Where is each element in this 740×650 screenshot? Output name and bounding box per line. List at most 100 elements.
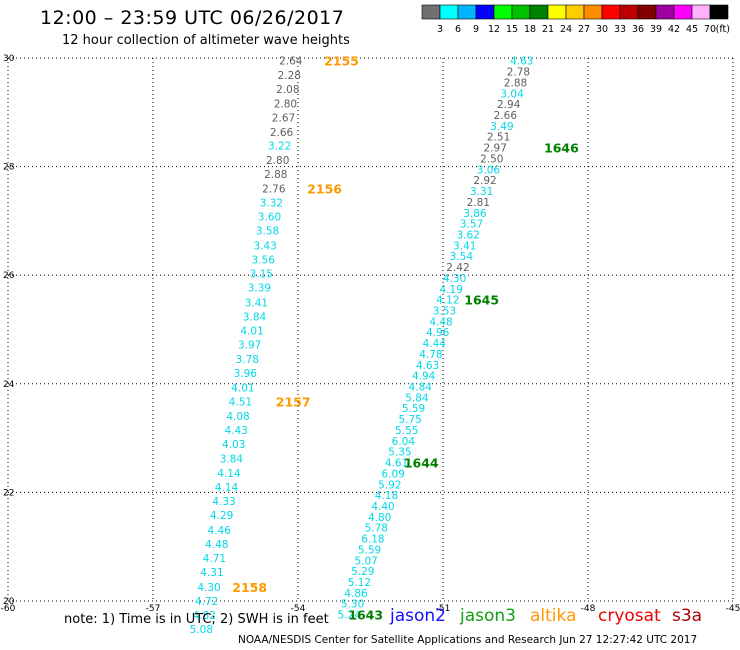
wave-height-label: 4.48 bbox=[429, 316, 452, 328]
wave-height-label: 4.18 bbox=[375, 490, 398, 502]
y-tick-label: 28 bbox=[3, 163, 15, 173]
legend-tick-label: 6 bbox=[455, 24, 461, 35]
wave-height-label: 4.82 bbox=[193, 610, 216, 622]
wave-height-label: 3.54 bbox=[450, 251, 474, 263]
wave-height-label: 4.86 bbox=[344, 588, 368, 600]
wave-height-label: 4.43 bbox=[224, 425, 247, 437]
x-tick-label: -45 bbox=[726, 604, 740, 614]
wave-height-label: 4.84 bbox=[409, 382, 433, 394]
wave-height-label: 6.18 bbox=[361, 534, 384, 546]
wave-height-label: 2.80 bbox=[274, 99, 297, 111]
satellite-name-cryosat: cryosat bbox=[598, 606, 661, 626]
wave-height-label: 3.62 bbox=[456, 229, 479, 241]
wave-height-label: 5.84 bbox=[405, 392, 429, 404]
wave-height-label: 3.06 bbox=[477, 164, 501, 176]
wave-height-label: 3.58 bbox=[256, 226, 279, 238]
wave-height-label: 5.29 bbox=[351, 566, 374, 578]
wave-height-label: 5.92 bbox=[378, 479, 401, 491]
pass-time-label: 1643 bbox=[348, 608, 383, 623]
wave-height-label: 5.08 bbox=[190, 624, 213, 636]
color-legend: 3 6 9 12 15 18 21 24 27 30 33 36 39 42 45 70 (ft) bbox=[421, 4, 730, 35]
y-tick-label: 30 bbox=[3, 54, 15, 64]
wave-height-label: 3.78 bbox=[236, 354, 259, 366]
wave-height-label: 3.15 bbox=[250, 269, 273, 281]
legend-tick-label: 3 bbox=[437, 24, 443, 35]
wave-height-label: 2.51 bbox=[487, 132, 510, 144]
legend-tick-label: 39 bbox=[650, 24, 662, 35]
wave-height-label: 2.88 bbox=[504, 77, 527, 89]
wave-height-label: 2.97 bbox=[484, 143, 507, 155]
wave-height-label: 4.80 bbox=[368, 512, 391, 524]
wave-height-label: 5.78 bbox=[365, 523, 388, 535]
satellite-name-jason2: jason2 bbox=[390, 606, 446, 626]
legend-tick-label: 27 bbox=[578, 24, 590, 35]
map-grid bbox=[7, 57, 734, 602]
wave-height-label: 4.01 bbox=[231, 383, 254, 395]
wave-height-label: 3.22 bbox=[268, 140, 291, 152]
wave-height-label: 4.71 bbox=[203, 553, 226, 565]
footer-credit: NOAA/NESDIS Center for Satellite Applica… bbox=[238, 634, 698, 646]
legend-tick-label: 30 bbox=[596, 24, 608, 35]
wave-height-label: 2.67 bbox=[272, 113, 295, 125]
wave-height-label: 3.04 bbox=[500, 88, 524, 100]
x-tick-label: -60 bbox=[1, 604, 16, 614]
pass-time-label: 1646 bbox=[544, 141, 579, 156]
legend-tick-label: 45 bbox=[686, 24, 698, 35]
y-tick-label: 24 bbox=[3, 380, 15, 390]
track-jason3: 4.632.782.883.042.942.663.492.512.972.50… bbox=[338, 56, 580, 623]
wave-height-label: 4.96 bbox=[426, 327, 450, 339]
wave-height-label: 4.31 bbox=[200, 567, 223, 579]
page-title: 12:00 – 23:59 UTC 06/26/2017 bbox=[40, 7, 345, 29]
wave-height-label: 3.56 bbox=[252, 254, 276, 266]
wave-height-label: 3.41 bbox=[245, 297, 268, 309]
wave-height-label: 4.63 bbox=[416, 360, 439, 372]
wave-height-label: 3.97 bbox=[238, 340, 261, 352]
wave-height-label: 4.78 bbox=[419, 349, 442, 361]
wave-height-label: 3.41 bbox=[453, 240, 476, 252]
wave-height-label: 4.63 bbox=[510, 56, 533, 68]
satellite-name-jason3: jason3 bbox=[460, 606, 516, 626]
wave-height-label: 3.49 bbox=[490, 121, 513, 133]
wave-height-label: 6.04 bbox=[392, 436, 416, 448]
legend-tick-label: 33 bbox=[614, 24, 626, 35]
legend-tick-label: 12 bbox=[488, 24, 500, 35]
wave-height-label: 4.01 bbox=[240, 326, 263, 338]
footer-note: note: 1) Time is in UTC; 2) SWH is in fe… bbox=[64, 612, 329, 627]
wave-height-label: 2.42 bbox=[446, 262, 469, 274]
wave-height-label: 5.07 bbox=[354, 555, 377, 567]
wave-height-label: 3.57 bbox=[460, 219, 483, 231]
x-tick-label: -51 bbox=[436, 604, 451, 614]
legend-tick-label: 15 bbox=[506, 24, 518, 35]
pass-time-label: 1644 bbox=[404, 456, 439, 471]
wave-height-label: 6.09 bbox=[382, 468, 405, 480]
wave-height-label: 4.61 bbox=[385, 458, 408, 470]
wave-height-label: 4.94 bbox=[412, 371, 436, 383]
page-subtitle: 12 hour collection of altimeter wave hei… bbox=[62, 33, 350, 48]
wave-height-label: 2.92 bbox=[473, 175, 496, 187]
legend-tick-label: 24 bbox=[560, 24, 572, 35]
wave-height-label: 4.51 bbox=[229, 397, 252, 409]
wave-height-label: 4.14 bbox=[217, 468, 241, 480]
wave-height-label: 3.84 bbox=[243, 311, 267, 323]
wave-height-label: 5.30 bbox=[341, 599, 364, 611]
wave-height-label: 2.94 bbox=[497, 99, 521, 111]
x-tick-label: -48 bbox=[581, 604, 596, 614]
wave-height-label: 4.72 bbox=[195, 596, 218, 608]
wave-height-label: 5.59 bbox=[358, 544, 381, 556]
wave-height-label: 5.24 bbox=[338, 610, 362, 622]
y-tick-label: 20 bbox=[3, 597, 15, 607]
legend-tick-label: 9 bbox=[473, 24, 479, 35]
legend-tick-label: 42 bbox=[668, 24, 680, 35]
wave-height-label: 3.31 bbox=[470, 186, 493, 198]
pass-time-label: 2156 bbox=[307, 181, 342, 196]
wave-height-label: 2.66 bbox=[270, 127, 294, 139]
pass-time-label: 1645 bbox=[464, 293, 499, 308]
wave-height-label: 4.30 bbox=[443, 273, 466, 285]
wave-height-label: 3.32 bbox=[260, 197, 283, 209]
wave-height-label: 2.80 bbox=[266, 155, 289, 167]
legend-tick-label: 70 bbox=[704, 24, 716, 35]
wave-height-label: 5.35 bbox=[388, 447, 411, 459]
wave-height-label: 4.29 bbox=[210, 510, 233, 522]
wave-height-label: 4.14 bbox=[215, 482, 239, 494]
